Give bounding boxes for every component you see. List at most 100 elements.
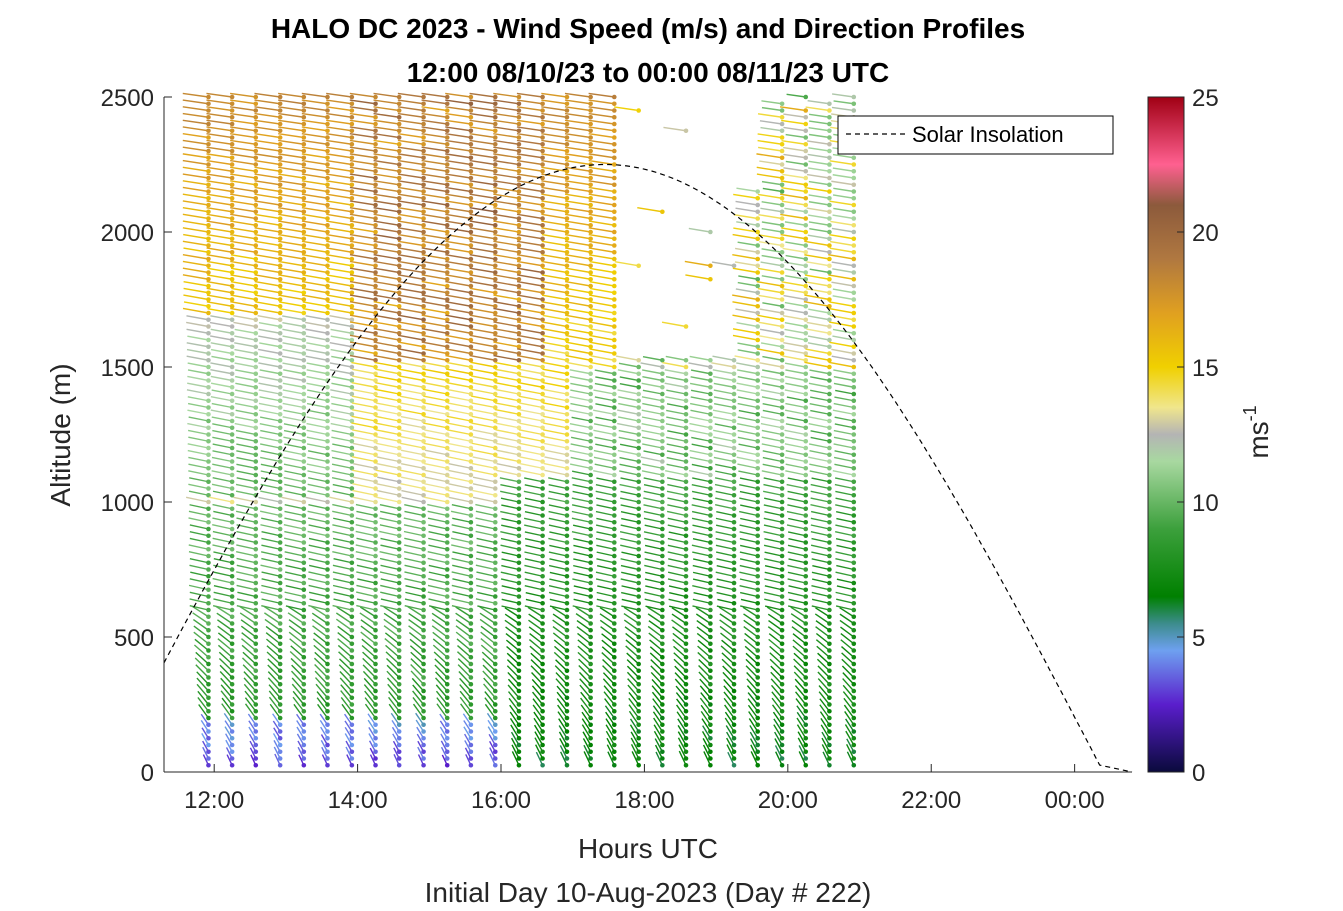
wind-barb-dot (229, 378, 235, 383)
wind-barb-stem (313, 644, 328, 658)
wind-barb-stem (278, 173, 304, 179)
wind-barb-stem (312, 625, 328, 638)
wind-barb-dot (708, 661, 713, 667)
wind-barb-dot (396, 94, 402, 100)
wind-barb-stem (625, 645, 640, 658)
wind-barb-stem (472, 436, 496, 442)
wind-barb-stem (664, 382, 687, 388)
wind-barb-dot (277, 654, 283, 660)
wind-barb-stem (782, 173, 806, 179)
wind-barb-dot (516, 567, 522, 572)
wind-barb-stem (445, 146, 471, 152)
wind-barb-dot (564, 128, 570, 134)
wind-barb-dot (611, 702, 617, 707)
wind-barb-stem (542, 334, 568, 341)
wind-barb-stem (182, 173, 209, 179)
wind-barb-stem (665, 355, 687, 361)
wind-barb-stem (258, 496, 281, 503)
wind-barb-stem (337, 632, 353, 645)
wind-barb-dot (277, 337, 283, 343)
wind-barb-stem (589, 348, 615, 355)
wind-barb-stem (732, 254, 758, 260)
wind-barb-stem (401, 489, 424, 496)
wind-barb-stem (618, 396, 639, 402)
wind-barb-dot (779, 317, 785, 323)
wind-barb-stem (445, 186, 472, 193)
wind-barb-stem (785, 436, 806, 442)
wind-barb-dot (516, 364, 522, 370)
wind-barb-dot (301, 297, 307, 302)
wind-barb-dot (301, 398, 307, 404)
wind-barb-dot (349, 526, 355, 532)
wind-barb-dot (492, 688, 498, 694)
wind-barb-dot (683, 405, 689, 410)
wind-barb-dot (421, 614, 426, 620)
wind-barb-dot (229, 654, 235, 660)
wind-barb-stem (510, 737, 520, 753)
wind-barb-dot (683, 371, 689, 377)
wind-barb-stem (511, 744, 520, 759)
wind-barb-dot (827, 452, 832, 458)
wind-barb-dot (827, 661, 832, 667)
wind-barb-stem (401, 496, 424, 503)
wind-barb-dot (206, 108, 211, 113)
wind-barb-stem (255, 301, 281, 307)
wind-barb-stem (182, 254, 209, 260)
wind-barb-dot (396, 432, 402, 437)
wind-barb-stem (542, 368, 568, 375)
wind-barb-stem (349, 206, 376, 213)
wind-barb-stem (373, 254, 400, 260)
wind-barb-dot (277, 702, 283, 707)
wind-barb-dot (611, 405, 617, 410)
wind-barb-stem (505, 632, 520, 645)
wind-barb-stem (549, 558, 568, 564)
wind-barb-dot (611, 94, 617, 100)
wind-barb-dot (803, 425, 809, 431)
wind-barb-stem (459, 677, 472, 692)
wind-barb-stem (816, 645, 830, 658)
wind-barb-stem (311, 618, 328, 631)
wind-barb-dot (516, 607, 522, 613)
wind-barb-stem (288, 625, 305, 638)
wind-barb-stem (793, 671, 807, 685)
wind-barb-dot (206, 607, 211, 613)
wind-barb-stem (757, 139, 783, 145)
wind-barb-stem (373, 301, 400, 307)
wind-barb-stem (445, 280, 472, 287)
wind-barb-stem (672, 632, 687, 645)
wind-barb-dot (588, 661, 593, 667)
wind-barb-stem (349, 166, 376, 172)
wind-barb-stem (760, 389, 783, 395)
wind-barb-stem (803, 301, 830, 307)
wind-barb-dot (779, 607, 785, 613)
wind-barb-stem (308, 537, 328, 544)
wind-barb-dot (588, 398, 593, 404)
wind-barb-dot (636, 486, 641, 491)
wind-barb-dot (588, 344, 593, 350)
wind-barb-stem (528, 619, 544, 631)
wind-barb-dot (708, 762, 713, 768)
wind-barb-dot (540, 357, 545, 363)
wind-barb-dot (683, 735, 689, 741)
wind-barb-dot (540, 276, 545, 282)
wind-barb-stem (308, 504, 328, 510)
wind-barb-stem (548, 510, 568, 517)
wind-barb-dot (206, 587, 211, 593)
wind-barb-dot (827, 607, 832, 613)
wind-barb-dot (325, 108, 330, 113)
wind-barb-dot (206, 222, 211, 228)
wind-barb-stem (761, 275, 783, 280)
wind-barb-dot (349, 297, 355, 302)
wind-barb-stem (740, 517, 758, 523)
wind-barb-dot (301, 722, 307, 728)
wind-barb-dot (636, 634, 641, 640)
wind-barb-stem (773, 718, 783, 732)
wind-barb-dot (779, 499, 785, 505)
wind-barb-stem (764, 598, 783, 604)
wind-barb-dot (373, 702, 378, 707)
wind-barb-dot (444, 580, 450, 586)
wind-barb-dot (277, 108, 283, 113)
wind-barb-dot (468, 256, 474, 262)
wind-barb-dot (779, 749, 785, 755)
